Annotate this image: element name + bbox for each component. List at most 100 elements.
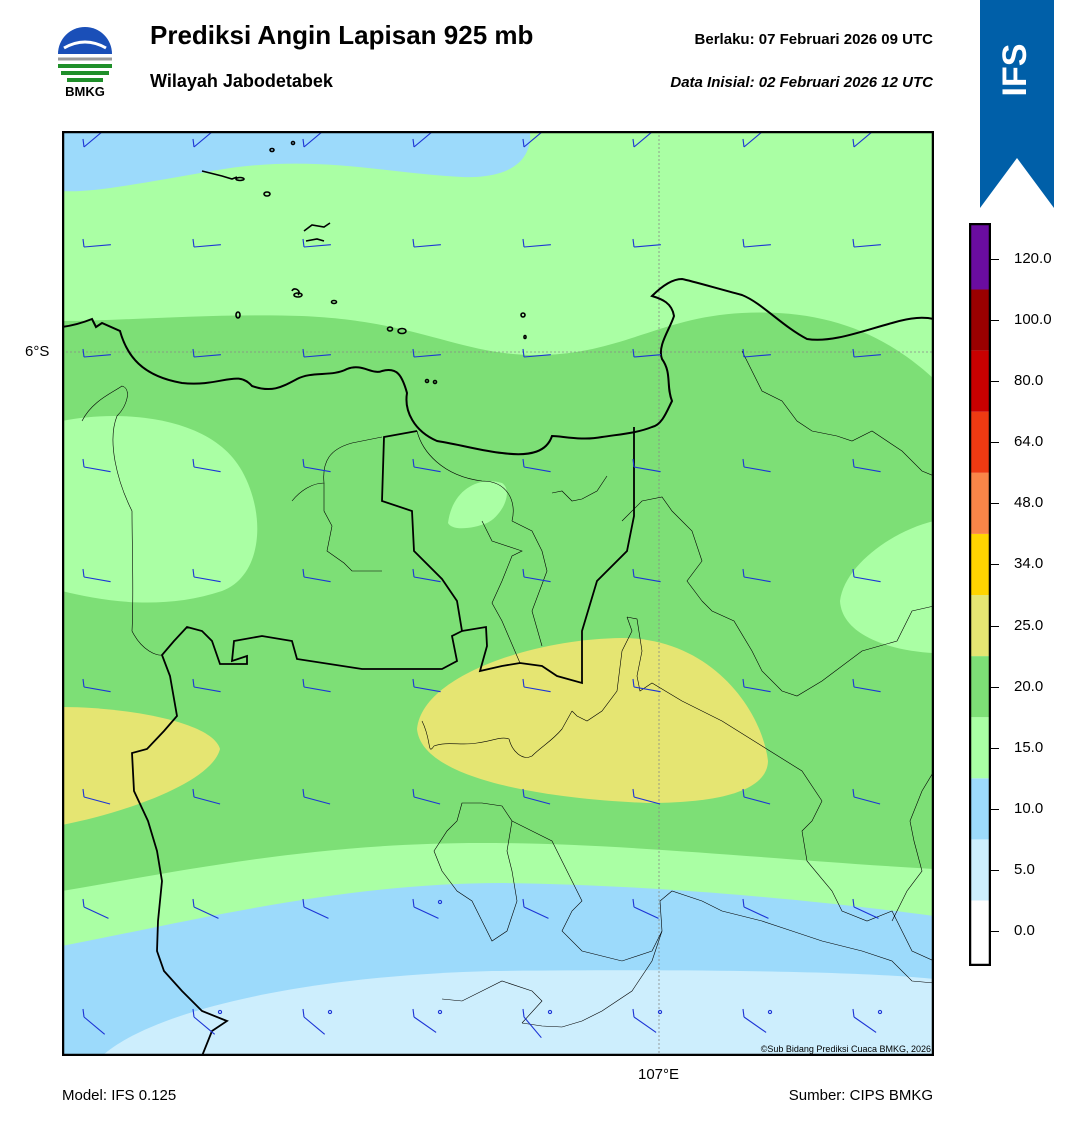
copyright-note: ©Sub Bidang Prediksi Cuaca BMKG, 2026 <box>760 1044 931 1054</box>
wind-calm-marker <box>327 1009 333 1015</box>
wind-barb <box>743 244 771 248</box>
zone-20-25-west <box>62 707 220 825</box>
wind-barb <box>413 686 441 693</box>
region-subtitle: Wilayah Jabodetabek <box>150 71 333 91</box>
wind-barb <box>303 466 331 473</box>
colorbar-tick-label: 100.0 <box>1014 311 1052 328</box>
wind-barb-flag <box>302 458 305 468</box>
wind-barb <box>193 466 221 473</box>
wind-barb-flag <box>632 458 635 468</box>
wind-barb-flag <box>632 138 635 148</box>
wind-barb-flag <box>302 138 305 148</box>
wind-barb-flag <box>412 678 415 688</box>
ifs-badge: IFS <box>996 44 1034 97</box>
colorbar-tick-mark <box>991 686 999 688</box>
colorbar-segment <box>969 472 991 534</box>
wind-barb <box>193 354 221 358</box>
wind-barb <box>523 466 551 473</box>
wind-barb-flag <box>82 898 85 908</box>
wind-barb-flag <box>412 788 415 798</box>
coastline-north <box>62 277 934 456</box>
wind-barb <box>83 686 111 693</box>
wind-barb <box>83 1016 106 1035</box>
wind-calm-marker <box>437 1009 443 1015</box>
colorbar-tick-mark <box>991 931 999 932</box>
wind-barb-flag <box>522 348 525 358</box>
wind-barb <box>413 354 441 358</box>
wind-barb <box>743 906 769 919</box>
wind-barb-flag <box>632 678 635 688</box>
wind-barb <box>413 576 441 583</box>
wind-barb <box>83 906 109 919</box>
wind-barb-flag <box>522 138 525 148</box>
wind-barb-flag <box>852 678 855 688</box>
wind-barb <box>303 354 331 358</box>
wind-barb-flag <box>412 458 415 468</box>
wind-barb <box>853 354 881 358</box>
wind-barb <box>413 1016 437 1033</box>
zone-20-25-center <box>417 638 768 803</box>
colorbar-segment <box>969 289 991 351</box>
wind-barb-flag <box>412 348 415 358</box>
wind-barb <box>853 1016 877 1033</box>
wind-barb-flag <box>632 1008 635 1018</box>
wind-barb-flag <box>82 1008 85 1018</box>
wind-barb <box>303 796 331 805</box>
colorbar-tick-label: 0.0 <box>1014 922 1035 939</box>
wind-barb <box>743 796 771 805</box>
wind-barb <box>413 906 439 919</box>
wind-barb <box>523 906 549 919</box>
zone-5-10-north <box>62 131 531 192</box>
wind-calm-marker <box>657 1009 663 1015</box>
logo-text: BMKG <box>65 84 105 99</box>
model-label: Model: IFS 0.125 <box>62 1087 177 1104</box>
wind-barb-flag <box>302 1008 305 1018</box>
wind-barb <box>303 244 331 248</box>
wind-barb-flag <box>852 138 855 148</box>
colorbar-tick-mark <box>991 747 999 749</box>
colorbar <box>969 223 991 966</box>
wind-barb-flag <box>852 1008 855 1018</box>
wind-barb-flag <box>412 138 415 148</box>
wind-barb-flag <box>82 138 85 148</box>
wind-barb <box>633 244 661 248</box>
regency-boundaries <box>81 350 934 1028</box>
wind-barb-flag <box>522 1008 525 1018</box>
wind-barb <box>633 686 661 693</box>
wind-barb <box>523 576 551 583</box>
wind-barb <box>413 796 441 805</box>
wind-barb <box>853 686 881 693</box>
zone-0-5-south <box>102 970 934 1056</box>
wind-calm-marker <box>877 1009 883 1015</box>
ifs-ribbon <box>980 0 1054 208</box>
wind-barb-flag <box>632 348 635 358</box>
wind-barb-flag <box>302 898 305 908</box>
wind-barb-flag <box>192 678 195 688</box>
wind-barb-flag <box>522 678 525 688</box>
colorbar-segment <box>969 839 991 901</box>
wind-barb-flag <box>852 458 855 468</box>
wind-barb-flag <box>302 788 305 798</box>
wind-barb <box>633 906 659 919</box>
colorbar-segment <box>969 411 991 473</box>
wind-barb-flag <box>192 1008 195 1018</box>
wind-barb-flag <box>852 568 855 578</box>
source-label: Sumber: CIPS BMKG <box>788 1087 933 1104</box>
wind-barb-flag <box>192 348 195 358</box>
wind-barb <box>633 576 661 583</box>
wind-barb <box>413 466 441 473</box>
wind-barb <box>193 906 219 919</box>
colorbar-segment <box>969 595 991 657</box>
wind-barb <box>83 354 111 358</box>
wind-barb-flag <box>742 678 745 688</box>
wind-barb <box>193 686 221 693</box>
colorbar-tick-mark <box>991 869 999 871</box>
colorbar-tick-label: 48.0 <box>1014 494 1044 512</box>
wind-barb-flag <box>302 238 305 248</box>
thousand-islands <box>201 140 527 385</box>
colorbar-tick-mark <box>991 625 999 627</box>
colorbar-tick-label: 80.0 <box>1014 372 1044 390</box>
wind-barb <box>193 244 221 248</box>
wind-barb <box>743 466 771 473</box>
wind-barb-flag <box>852 788 855 798</box>
